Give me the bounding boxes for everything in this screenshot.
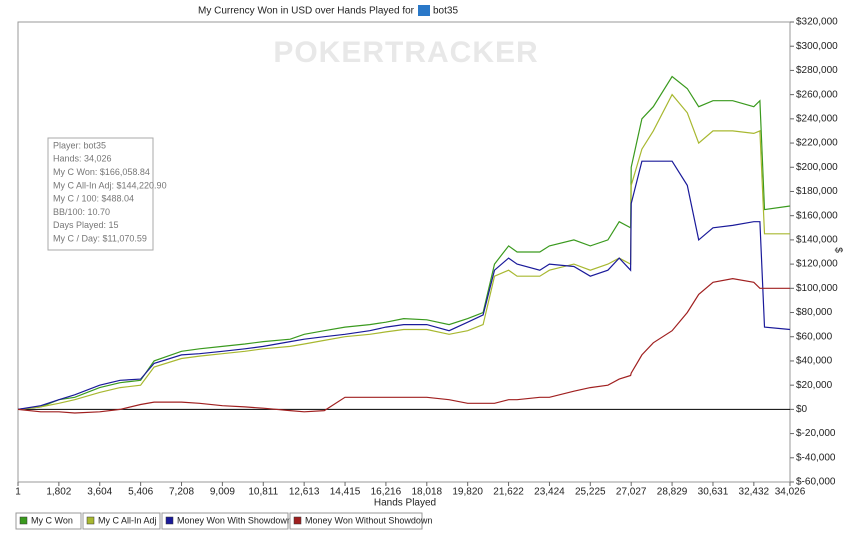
- chart-title: My Currency Won in USD over Hands Played…: [198, 6, 415, 17]
- y-tick-label: $-40,000: [796, 452, 836, 463]
- x-tick-label: 21,622: [493, 487, 524, 498]
- y-tick-label: $200,000: [796, 162, 838, 173]
- x-tick-label: 3,604: [87, 487, 112, 498]
- y-tick-label: $-20,000: [796, 428, 836, 439]
- x-tick-label: 5,406: [128, 487, 153, 498]
- y-tick-label: $-60,000: [796, 477, 836, 488]
- x-axis-label: Hands Played: [374, 498, 436, 509]
- x-tick-label: 14,415: [330, 487, 361, 498]
- x-tick-label: 32,432: [739, 487, 770, 498]
- legend-label: My C Won: [31, 515, 73, 525]
- y-tick-label: $0: [796, 404, 808, 415]
- info-box-frame: [47, 137, 154, 251]
- legend: My C Won My C All-In Adj Money Won With Sh…: [15, 512, 432, 530]
- info-line: My C / Day: $11,070.59: [53, 233, 147, 243]
- x-tick-label: 34,026: [775, 487, 806, 498]
- legend-item: [82, 512, 161, 530]
- player-icon: [418, 5, 430, 16]
- watermark: POKERTRACKER: [273, 36, 538, 69]
- y-tick-label: $180,000: [796, 186, 838, 197]
- x-tick-label: 12,613: [289, 487, 320, 498]
- x-tick-label: 18,018: [411, 487, 442, 498]
- plot-frame: [17, 21, 791, 483]
- x-tick-label: 23,424: [534, 487, 565, 498]
- info-line: My C Won: $166,058.84: [53, 167, 150, 177]
- x-tick-label: 16,216: [371, 487, 402, 498]
- y-tick-label: $300,000: [796, 41, 838, 52]
- y-tick-label: $120,000: [796, 259, 838, 270]
- legend-item: [15, 512, 82, 530]
- y-tick-label: $80,000: [796, 307, 833, 318]
- y-tick-label: $40,000: [796, 356, 833, 367]
- x-tick-label: 30,631: [698, 487, 729, 498]
- y-tick-label: $240,000: [796, 113, 838, 124]
- legend-swatch: [293, 516, 302, 525]
- info-line: BB/100: 10.70: [53, 207, 110, 217]
- x-tick-label: 9,009: [210, 487, 235, 498]
- x-tick-label: 7,208: [169, 487, 194, 498]
- info-line: My C / 100: $488.04: [53, 194, 134, 204]
- x-tick-label: 1: [15, 487, 21, 498]
- y-tick-label: $60,000: [796, 331, 833, 342]
- series-line: [17, 277, 790, 414]
- legend-swatch: [86, 516, 95, 525]
- y-tick-label: $20,000: [796, 380, 833, 391]
- chart-title-player: bot35: [433, 6, 458, 17]
- y-tick-label: $140,000: [796, 235, 838, 246]
- legend-label: My C All-In Adj: [98, 515, 157, 525]
- legend-swatch: [19, 516, 28, 525]
- y-tick-label: $220,000: [796, 138, 838, 149]
- series-line: [17, 93, 790, 410]
- info-line: Days Played: 15: [53, 220, 119, 230]
- y-tick-label: $160,000: [796, 210, 838, 221]
- series-line: [17, 160, 791, 410]
- y-tick-label: $100,000: [796, 283, 838, 294]
- legend-item: [161, 512, 289, 530]
- x-tick-label: 28,829: [657, 487, 688, 498]
- x-tick-label: 27,027: [616, 487, 647, 498]
- info-line: My C All-In Adj: $144,220.90: [53, 180, 167, 190]
- y-tick-label: $320,000: [796, 17, 838, 28]
- legend-swatch: [165, 516, 174, 525]
- y-tick-label: $260,000: [796, 89, 838, 100]
- y-tick-label: $280,000: [796, 65, 838, 76]
- info-box: Player: bot35 Hands: 34,026 My C Won: $166…: [47, 137, 167, 251]
- info-line: Hands: 34,026: [53, 154, 112, 164]
- info-line: Player: bot35: [53, 140, 106, 150]
- series-line: [17, 75, 791, 410]
- legend-label: Money Won Without Showdown: [305, 515, 432, 525]
- x-tick-label: 25,225: [575, 487, 606, 498]
- legend-label: Money Won With Showdown: [177, 515, 292, 525]
- y-axis-label: $: [832, 247, 843, 253]
- legend-item: [289, 512, 423, 530]
- x-tick-label: 19,820: [452, 487, 483, 498]
- x-tick-label: 10,811: [248, 487, 278, 498]
- x-tick-label: 1,802: [46, 487, 71, 498]
